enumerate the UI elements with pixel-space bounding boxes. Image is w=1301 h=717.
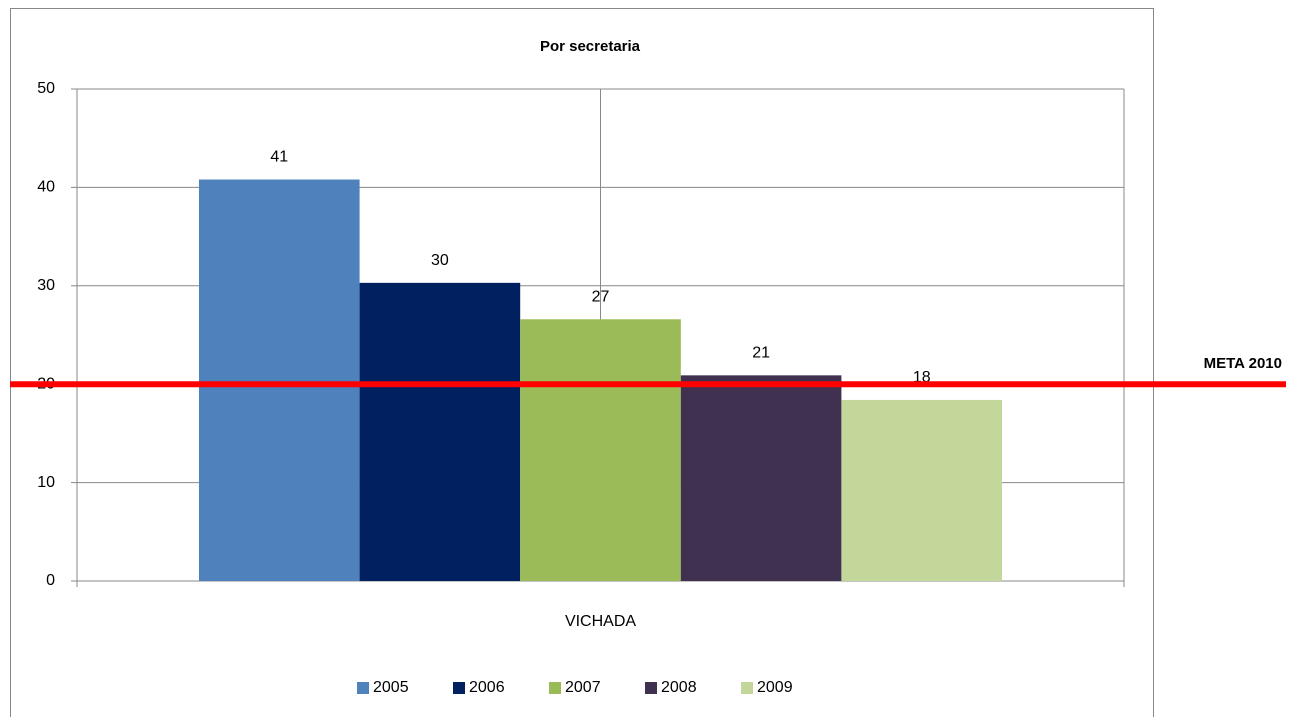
y-tick-label: 10 bbox=[37, 474, 55, 491]
legend-swatch bbox=[741, 682, 753, 694]
y-tick-label: 30 bbox=[37, 277, 55, 294]
bar bbox=[359, 282, 521, 581]
bar bbox=[198, 179, 360, 581]
legend-swatch bbox=[357, 682, 369, 694]
target-label: META 2010 bbox=[1204, 355, 1282, 372]
data-label: 27 bbox=[592, 288, 610, 305]
y-tick-label: 40 bbox=[37, 179, 55, 196]
legend-label: 2005 bbox=[373, 679, 409, 696]
data-label: 30 bbox=[431, 252, 449, 269]
legend-label: 2008 bbox=[661, 679, 697, 696]
bar bbox=[841, 399, 1003, 581]
legend-label: 2009 bbox=[757, 679, 793, 696]
legend-swatch bbox=[549, 682, 561, 694]
legend-swatch bbox=[453, 682, 465, 694]
y-tick-label: 50 bbox=[37, 80, 55, 97]
chart-title: Por secretaria bbox=[540, 38, 641, 55]
data-label: 21 bbox=[752, 345, 770, 362]
y-tick-label: 0 bbox=[46, 572, 55, 589]
x-tick-label: VICHADA bbox=[565, 613, 636, 630]
legend-label: 2006 bbox=[469, 679, 505, 696]
data-label: 41 bbox=[270, 149, 288, 166]
legend-label: 2007 bbox=[565, 679, 601, 696]
bar bbox=[680, 375, 842, 581]
legend-swatch bbox=[645, 682, 657, 694]
bar bbox=[520, 319, 681, 581]
